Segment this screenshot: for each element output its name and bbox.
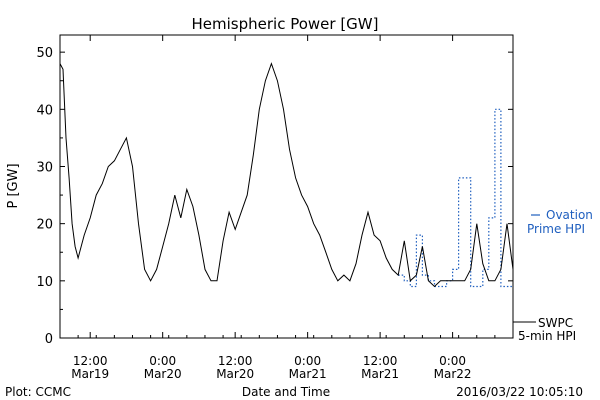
y-axis-label: P [GW] (6, 163, 21, 208)
x-tick-label-time: 12:00 (73, 354, 108, 368)
y-tick-label: 10 (36, 275, 53, 290)
y-tick-label: 40 (36, 103, 53, 118)
legend-label-ovation-line2: Prime HPI (527, 222, 585, 236)
timestamp: 2016/03/22 10:05:10 (456, 385, 583, 399)
y-tick-label: 0 (45, 332, 53, 347)
legend-label-swpc-line2: 5-min HPI (518, 329, 576, 343)
y-tick-label: 30 (36, 160, 53, 175)
series-line-ovation-prime-hpi (398, 108, 513, 288)
x-tick-label-date: Mar21 (361, 367, 399, 381)
plot-frame (59, 34, 514, 339)
plot-credit: Plot: CCMC (5, 385, 71, 399)
legend-label-ovation-line1: Ovation (546, 208, 593, 222)
x-tick-label-date: Mar20 (144, 367, 182, 381)
x-tick-label-date: Mar21 (289, 367, 327, 381)
series-line-swpc-5-min-hpi (59, 62, 514, 288)
x-tick-label-time: 0:00 (439, 354, 466, 368)
x-tick-label-date: Mar20 (216, 367, 254, 381)
legend-label-swpc-line1: SWPC (538, 316, 573, 330)
y-tick-label: 50 (36, 46, 53, 61)
x-axis-ticks: 12:00Mar190:00Mar2012:00Mar200:00Mar2112… (71, 35, 496, 381)
y-tick-label: 20 (36, 218, 53, 233)
x-axis-label: Date and Time (242, 385, 330, 399)
y-axis-ticks: 0 10 20 30 40 50 (36, 46, 513, 347)
chart-title: Hemispheric Power [GW] (192, 15, 379, 33)
x-tick-label-time: 12:00 (218, 354, 253, 368)
x-tick-label-time: 12:00 (363, 354, 398, 368)
x-tick-label-date: Mar22 (434, 367, 472, 381)
x-tick-label-time: 0:00 (294, 354, 321, 368)
x-tick-label-time: 0:00 (149, 354, 176, 368)
x-tick-label-date: Mar19 (71, 367, 109, 381)
